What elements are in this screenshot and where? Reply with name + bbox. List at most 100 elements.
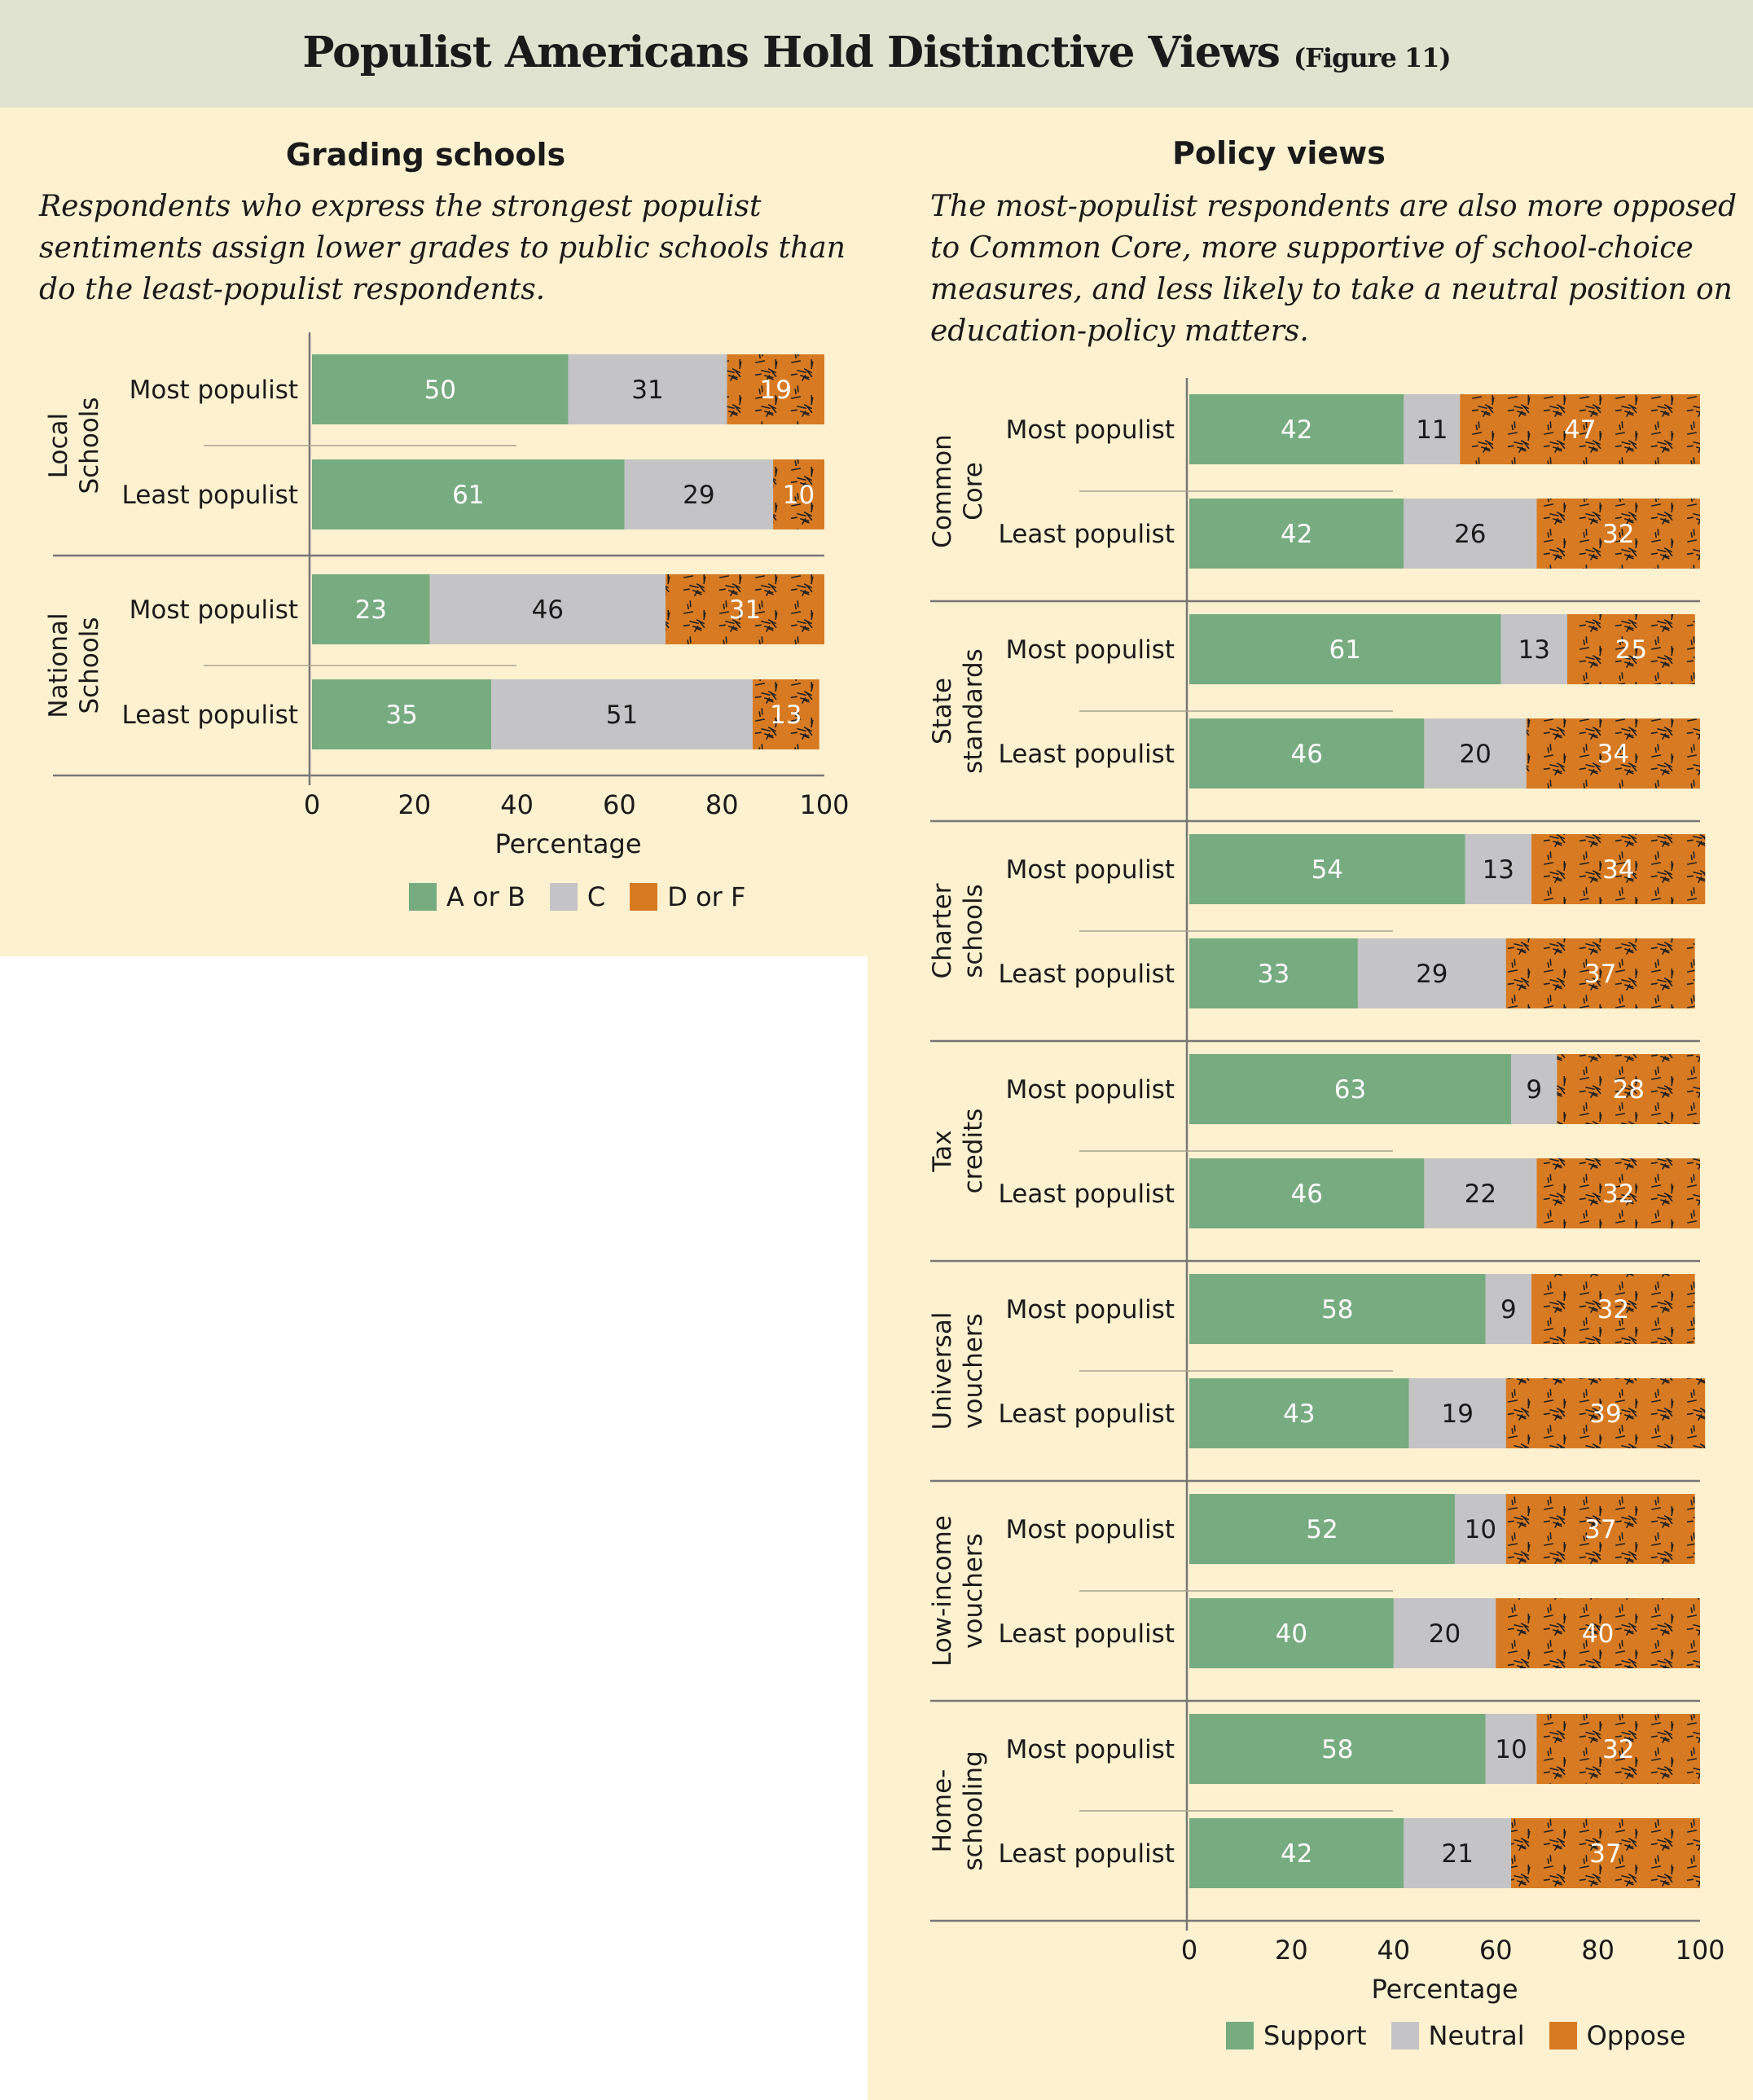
bar-segment-gray bbox=[1511, 1054, 1557, 1124]
data-label: 42 bbox=[1281, 1839, 1312, 1869]
bar-segment-gray bbox=[1408, 1378, 1506, 1448]
bar-segment-green bbox=[1189, 1274, 1486, 1344]
data-label: 47 bbox=[1564, 415, 1596, 445]
row-label: Most populist bbox=[1006, 1075, 1175, 1105]
figure-reference: (Figure 11) bbox=[1293, 42, 1452, 73]
data-label: 52 bbox=[1306, 1515, 1338, 1544]
bar-segment-orange bbox=[1531, 834, 1706, 904]
legend-swatch-orange bbox=[630, 883, 658, 911]
bar-segment-orange bbox=[1496, 1598, 1700, 1668]
legend-label: Oppose bbox=[1586, 2020, 1686, 2051]
data-label: 63 bbox=[1334, 1075, 1366, 1105]
x-tick-label: 20 bbox=[1275, 1935, 1308, 1966]
data-label: 29 bbox=[1416, 960, 1448, 989]
row-label: Least populist bbox=[999, 1180, 1175, 1209]
data-label: 37 bbox=[1584, 1515, 1616, 1544]
bar-segment-gray bbox=[1485, 1714, 1537, 1784]
bar-segment-orange bbox=[1460, 394, 1700, 464]
group-label: Charter bbox=[928, 883, 957, 978]
bar-segment-gray bbox=[429, 574, 666, 644]
data-label: 32 bbox=[1597, 1295, 1629, 1325]
x-axis-label: Percentage bbox=[1371, 1974, 1518, 2005]
data-label: 54 bbox=[1311, 855, 1343, 885]
bar-segment-green bbox=[312, 679, 492, 749]
bar-segment-green bbox=[1189, 834, 1465, 904]
subtitle-line: do the least-populist respondents. bbox=[39, 273, 546, 306]
row-label: Least populist bbox=[999, 1619, 1175, 1649]
row-label: Least populist bbox=[122, 701, 298, 730]
data-label: 61 bbox=[1329, 635, 1360, 665]
data-label: 50 bbox=[424, 376, 456, 405]
bar-segment-gray bbox=[624, 459, 774, 529]
data-label: 9 bbox=[1526, 1075, 1542, 1105]
legend-swatch-gray bbox=[1391, 2022, 1419, 2049]
group-label: vouchers bbox=[959, 1313, 988, 1429]
bar-segment-orange bbox=[1557, 1054, 1700, 1124]
data-label: 42 bbox=[1281, 520, 1312, 549]
bar-segment-orange bbox=[1536, 1158, 1700, 1228]
data-label: 22 bbox=[1465, 1180, 1496, 1209]
bar-segment-green bbox=[312, 354, 569, 424]
data-label: 61 bbox=[452, 481, 484, 510]
bar-segment-gray bbox=[1424, 1158, 1537, 1228]
bar-segment-orange bbox=[752, 679, 819, 749]
subtitle-line: measures, and less likely to take a neut… bbox=[930, 273, 1733, 306]
group-label: Low-income bbox=[928, 1515, 957, 1667]
bar-segment-orange bbox=[727, 354, 824, 424]
data-label: 10 bbox=[1465, 1515, 1496, 1544]
group-label: State bbox=[928, 678, 957, 745]
subtitle-line: sentiments assign lower grades to public… bbox=[39, 231, 846, 265]
bar-segment-green bbox=[1189, 718, 1425, 789]
bar-segment-gray bbox=[1424, 718, 1527, 789]
subtitle-line: The most-populist respondents are also m… bbox=[930, 190, 1738, 223]
group-label: Common bbox=[928, 434, 957, 548]
x-tick-label: 80 bbox=[1581, 1935, 1615, 1966]
x-axis-label: Percentage bbox=[494, 828, 641, 859]
group-label: National bbox=[44, 613, 73, 718]
left-panel-background bbox=[0, 108, 868, 956]
x-tick-label: 100 bbox=[1675, 1935, 1724, 1966]
data-label: 10 bbox=[783, 481, 815, 510]
legend-item: C bbox=[549, 881, 605, 912]
group-label: Schools bbox=[75, 397, 104, 494]
bar-segment-green bbox=[1189, 1714, 1486, 1784]
row-label: Least populist bbox=[122, 481, 298, 510]
group-label: Core bbox=[959, 462, 988, 521]
bar-segment-green bbox=[1189, 938, 1358, 1008]
row-label: Most populist bbox=[1006, 855, 1175, 885]
group-label: Schools bbox=[75, 617, 104, 714]
bar-segment-orange bbox=[1511, 1818, 1700, 1888]
data-label: 40 bbox=[1582, 1619, 1614, 1649]
data-label: 32 bbox=[1602, 520, 1634, 549]
bar-segment-orange bbox=[1536, 499, 1700, 569]
legend-label: Support bbox=[1263, 2020, 1367, 2051]
bar-segment-gray bbox=[1357, 938, 1506, 1008]
group-label: schools bbox=[959, 884, 988, 978]
legend-label: Neutral bbox=[1428, 2020, 1525, 2051]
left-panel-heading: Grading schools bbox=[285, 137, 566, 173]
legend-item: Neutral bbox=[1391, 2020, 1525, 2051]
group-label: standards bbox=[959, 648, 988, 774]
data-label: 20 bbox=[1429, 1619, 1461, 1649]
bar-segment-green bbox=[1189, 1158, 1425, 1228]
data-label: 58 bbox=[1321, 1735, 1353, 1764]
data-label: 32 bbox=[1602, 1180, 1634, 1209]
row-label: Most populist bbox=[1006, 635, 1175, 665]
legend-item: Support bbox=[1226, 2020, 1367, 2051]
row-label: Most populist bbox=[1006, 415, 1175, 445]
bar-segment-gray bbox=[1465, 834, 1532, 904]
x-tick-label: 40 bbox=[500, 789, 534, 820]
bar-segment-gray bbox=[1485, 1274, 1532, 1344]
bar-segment-orange bbox=[1567, 614, 1695, 684]
bar-segment-orange bbox=[1505, 1494, 1695, 1564]
x-tick-label: 0 bbox=[304, 789, 320, 820]
data-label: 25 bbox=[1615, 635, 1647, 665]
group-label: Universal bbox=[928, 1312, 957, 1430]
row-label: Most populist bbox=[130, 376, 298, 405]
data-label: 33 bbox=[1258, 960, 1289, 989]
data-label: 31 bbox=[729, 595, 761, 625]
legend-swatch-gray bbox=[549, 883, 578, 911]
data-label: 29 bbox=[683, 481, 714, 510]
row-label: Least populist bbox=[999, 520, 1175, 549]
